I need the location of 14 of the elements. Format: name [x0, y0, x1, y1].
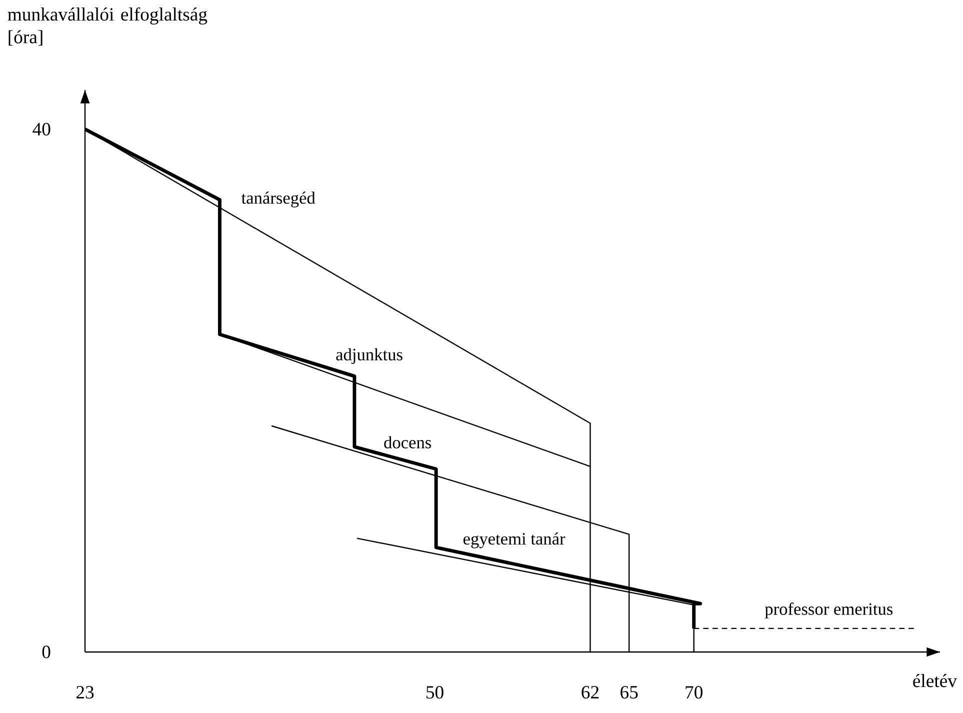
x-tick-label: 65 [620, 686, 638, 699]
series-label: tanársegéd [241, 192, 316, 208]
x-axis-title: életév [913, 674, 957, 688]
y-tick-label: 40 [32, 122, 50, 136]
x-tick-label: 23 [76, 686, 94, 699]
x-tick-label: 50 [426, 686, 444, 699]
x-tick-label: 62 [582, 686, 599, 699]
series-label: professor emeritus [764, 602, 893, 618]
series-label: docens [384, 436, 432, 448]
series-label: adjunktus [336, 348, 402, 364]
series-label: egyetemi tanár [463, 532, 566, 548]
y-axis-title: munkavállalói elfoglaltság [óra] [8, 7, 208, 46]
x-tick-label: 70 [686, 686, 702, 699]
y-tick-label: 0 [42, 646, 50, 658]
